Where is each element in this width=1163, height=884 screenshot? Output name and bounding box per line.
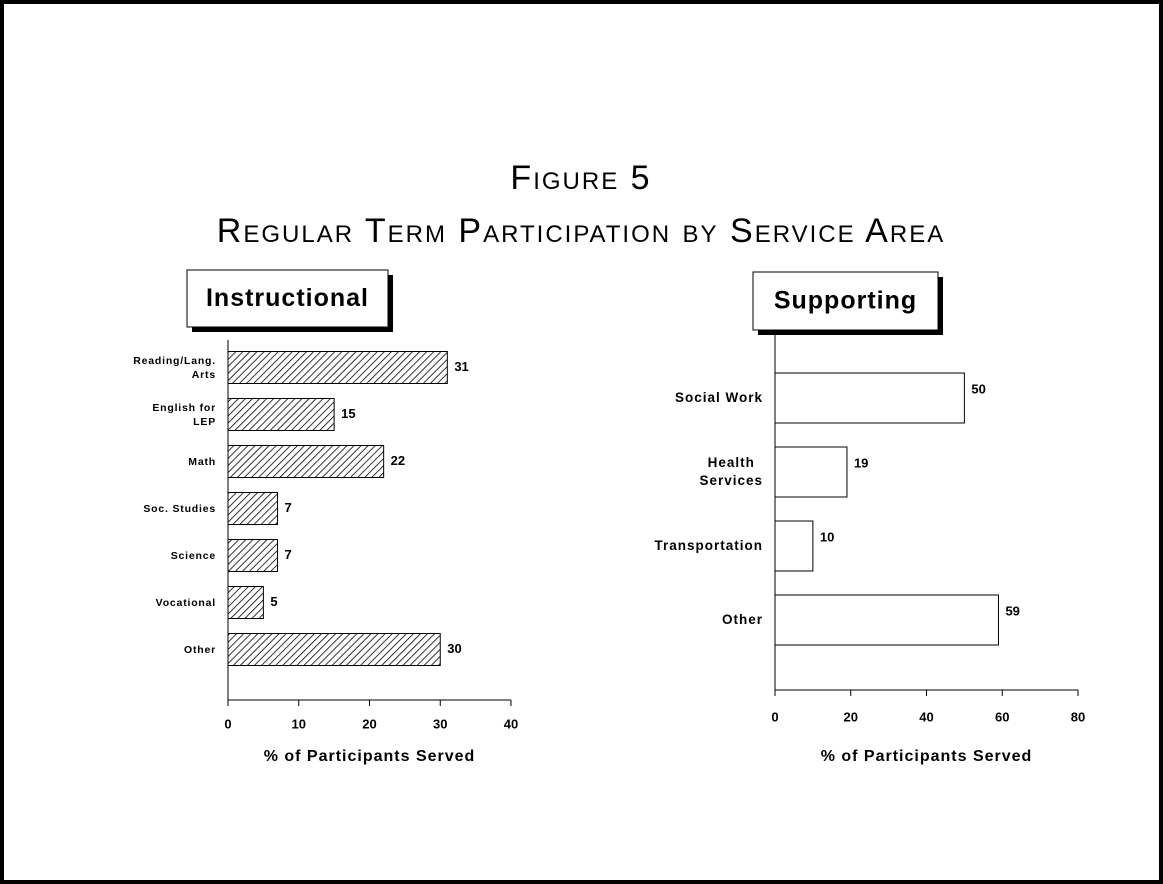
x-tick-label: 40 bbox=[919, 709, 933, 724]
category-label: Transportation bbox=[654, 537, 763, 553]
category-label: Other bbox=[183, 643, 216, 656]
bar bbox=[774, 520, 814, 572]
x-tick-label: 30 bbox=[433, 716, 447, 731]
category-label: Reading/Lang. Arts bbox=[133, 354, 216, 381]
x-axis-label: % of Participants Served bbox=[821, 748, 1033, 765]
category-label: Health Services bbox=[699, 454, 763, 488]
bar bbox=[227, 445, 385, 478]
category-label: Social Work bbox=[674, 389, 763, 405]
bar bbox=[774, 594, 999, 646]
x-tick-label: 10 bbox=[292, 716, 306, 731]
bar bbox=[774, 372, 965, 424]
bar bbox=[227, 398, 335, 431]
category-label: English for LEP bbox=[152, 401, 216, 428]
bar bbox=[227, 539, 279, 572]
category-label: Soc. Studies bbox=[143, 502, 216, 515]
value-label: 22 bbox=[391, 453, 405, 468]
panel-title: Supporting bbox=[774, 287, 917, 315]
value-label: 15 bbox=[341, 406, 355, 421]
x-tick-label: 0 bbox=[224, 716, 231, 731]
panel-title-box bbox=[186, 269, 389, 328]
panel-title-box bbox=[752, 271, 939, 331]
x-tick-label: 80 bbox=[1071, 709, 1085, 724]
value-label: 31 bbox=[454, 359, 468, 374]
category-label: Math bbox=[188, 455, 216, 468]
x-tick-label: 20 bbox=[362, 716, 376, 731]
bar bbox=[774, 446, 848, 498]
x-tick-label: 40 bbox=[504, 716, 518, 731]
value-label: 19 bbox=[854, 455, 868, 470]
bar bbox=[227, 492, 279, 525]
value-label: 10 bbox=[820, 529, 834, 544]
value-label: 7 bbox=[285, 547, 292, 562]
x-tick-label: 60 bbox=[995, 709, 1009, 724]
panel-title: Instructional bbox=[206, 284, 369, 312]
category-label: Science bbox=[170, 549, 216, 562]
category-label: Vocational bbox=[155, 596, 216, 609]
x-tick-label: 20 bbox=[844, 709, 858, 724]
figure-title: Figure 5 bbox=[510, 159, 651, 197]
bar bbox=[227, 633, 441, 666]
value-label: 5 bbox=[270, 594, 277, 609]
value-label: 59 bbox=[1005, 603, 1019, 618]
value-label: 30 bbox=[447, 641, 461, 656]
value-label: 7 bbox=[285, 500, 292, 515]
x-axis-label: % of Participants Served bbox=[264, 748, 476, 765]
bar bbox=[227, 351, 448, 384]
value-label: 50 bbox=[971, 381, 985, 396]
bar bbox=[227, 586, 264, 619]
figure-subtitle: Regular Term Participation by Service Ar… bbox=[217, 212, 945, 250]
x-tick-label: 0 bbox=[771, 709, 778, 724]
category-label: Other bbox=[721, 611, 763, 627]
